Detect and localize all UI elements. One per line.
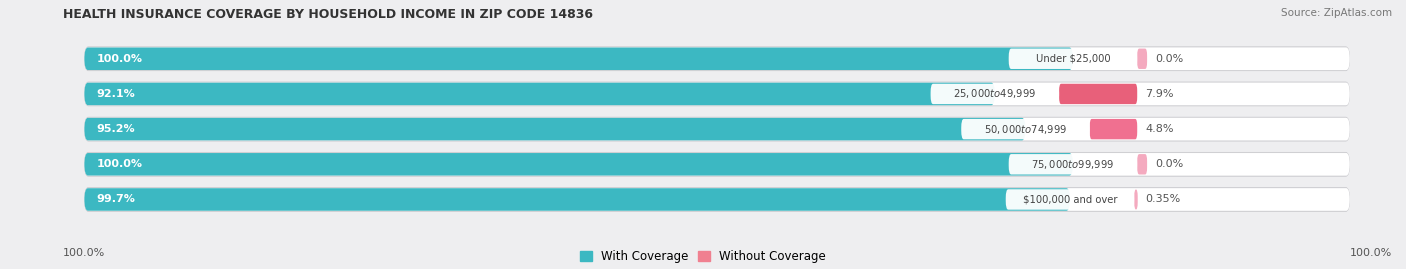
Text: 4.8%: 4.8% [1144,124,1174,134]
FancyBboxPatch shape [84,118,1350,140]
Text: $25,000 to $49,999: $25,000 to $49,999 [953,87,1036,100]
FancyBboxPatch shape [1137,49,1147,69]
FancyBboxPatch shape [84,82,1350,106]
Text: 0.0%: 0.0% [1154,54,1184,64]
FancyBboxPatch shape [1090,119,1137,139]
FancyBboxPatch shape [1059,84,1137,104]
FancyBboxPatch shape [84,187,1350,211]
FancyBboxPatch shape [84,83,995,105]
FancyBboxPatch shape [84,153,1073,176]
Text: 7.9%: 7.9% [1144,89,1174,99]
FancyBboxPatch shape [1137,154,1147,175]
FancyBboxPatch shape [84,188,1070,211]
FancyBboxPatch shape [84,48,1073,70]
Text: Under $25,000: Under $25,000 [1036,54,1111,64]
FancyBboxPatch shape [84,83,1350,105]
Text: 100.0%: 100.0% [63,248,105,258]
Text: 99.7%: 99.7% [96,194,135,204]
Text: 100.0%: 100.0% [1350,248,1392,258]
FancyBboxPatch shape [1008,154,1137,175]
FancyBboxPatch shape [84,188,1350,211]
Text: 92.1%: 92.1% [96,89,135,99]
Text: 100.0%: 100.0% [96,159,142,169]
Text: 0.0%: 0.0% [1154,159,1184,169]
FancyBboxPatch shape [84,118,1025,140]
Text: $75,000 to $99,999: $75,000 to $99,999 [1032,158,1115,171]
FancyBboxPatch shape [84,153,1350,176]
Text: HEALTH INSURANCE COVERAGE BY HOUSEHOLD INCOME IN ZIP CODE 14836: HEALTH INSURANCE COVERAGE BY HOUSEHOLD I… [63,8,593,21]
Text: 95.2%: 95.2% [96,124,135,134]
FancyBboxPatch shape [84,48,1350,70]
Legend: With Coverage, Without Coverage: With Coverage, Without Coverage [579,250,827,263]
FancyBboxPatch shape [962,119,1090,139]
Text: $100,000 and over: $100,000 and over [1022,194,1118,204]
FancyBboxPatch shape [1135,189,1137,210]
FancyBboxPatch shape [84,117,1350,141]
FancyBboxPatch shape [931,84,1059,104]
Text: $50,000 to $74,999: $50,000 to $74,999 [984,123,1067,136]
FancyBboxPatch shape [1008,49,1137,69]
Text: 0.35%: 0.35% [1146,194,1181,204]
FancyBboxPatch shape [84,152,1350,176]
Text: Source: ZipAtlas.com: Source: ZipAtlas.com [1281,8,1392,18]
FancyBboxPatch shape [1005,189,1135,210]
FancyBboxPatch shape [84,47,1350,71]
Text: 100.0%: 100.0% [96,54,142,64]
